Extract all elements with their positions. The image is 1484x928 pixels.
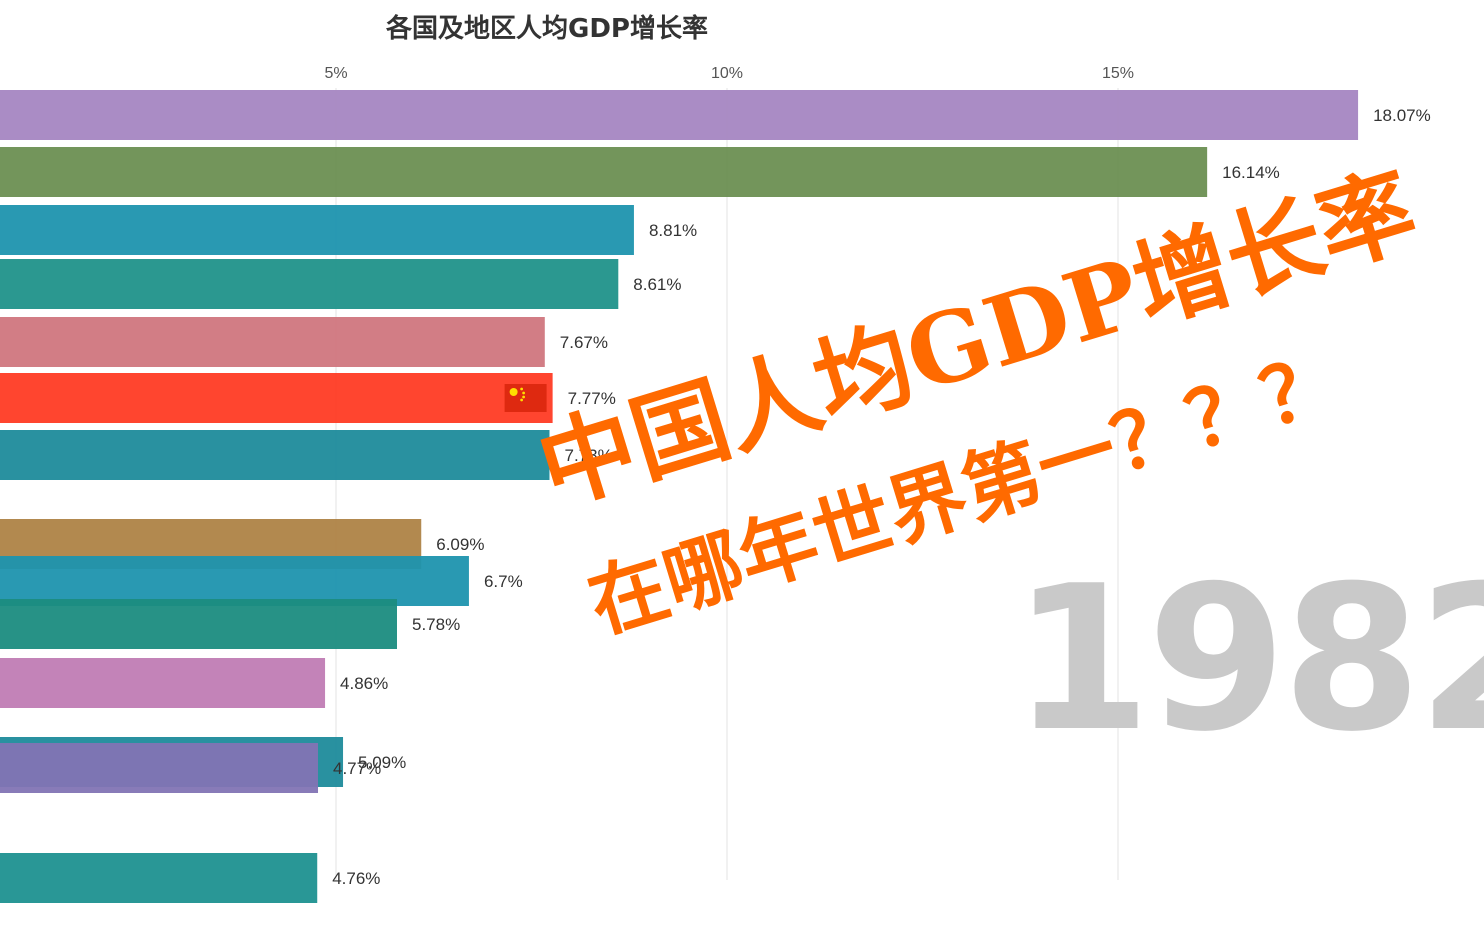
bar	[0, 373, 553, 423]
bar-value-label: 6.7%	[484, 572, 523, 591]
bar	[0, 430, 550, 480]
bar	[0, 90, 1359, 140]
x-tick-label: 10%	[711, 65, 743, 82]
year-watermark: 1982	[1012, 543, 1484, 776]
bar-value-label: 16.14%	[1222, 163, 1280, 182]
bar-value-label: 6.09%	[436, 535, 484, 554]
x-tick-label: 5%	[324, 65, 347, 82]
bar	[0, 599, 397, 649]
bar-value-label: 8.81%	[649, 221, 697, 240]
flag-star	[509, 388, 518, 396]
bar	[0, 556, 469, 606]
bar-value-label: 4.77%	[333, 759, 381, 778]
x-tick-label: 15%	[1102, 65, 1134, 82]
flag-star	[522, 391, 526, 395]
bar	[0, 658, 326, 708]
bar	[0, 259, 619, 309]
bar-value-label: 5.09%	[358, 753, 406, 772]
bar-value-label: 18.07%	[1373, 106, 1431, 125]
bar-value-label: 7.67%	[560, 333, 608, 352]
bar-value-label: 5.78%	[412, 615, 460, 634]
bar	[0, 317, 545, 367]
bar	[0, 743, 319, 793]
chart-title: 各国及地区人均GDP增长率	[386, 14, 708, 44]
bar-value-label: 4.86%	[340, 674, 388, 693]
bar	[0, 853, 318, 903]
flag-star	[520, 398, 524, 402]
bar-value-label: 4.76%	[332, 869, 380, 888]
bar	[0, 205, 634, 255]
bar	[0, 147, 1208, 197]
flag-star	[522, 395, 526, 399]
bar-value-label: 7.73%	[564, 446, 612, 465]
flag-star	[520, 387, 524, 391]
bar-value-label: 7.77%	[568, 389, 616, 408]
bar-value-label: 8.61%	[633, 275, 681, 294]
